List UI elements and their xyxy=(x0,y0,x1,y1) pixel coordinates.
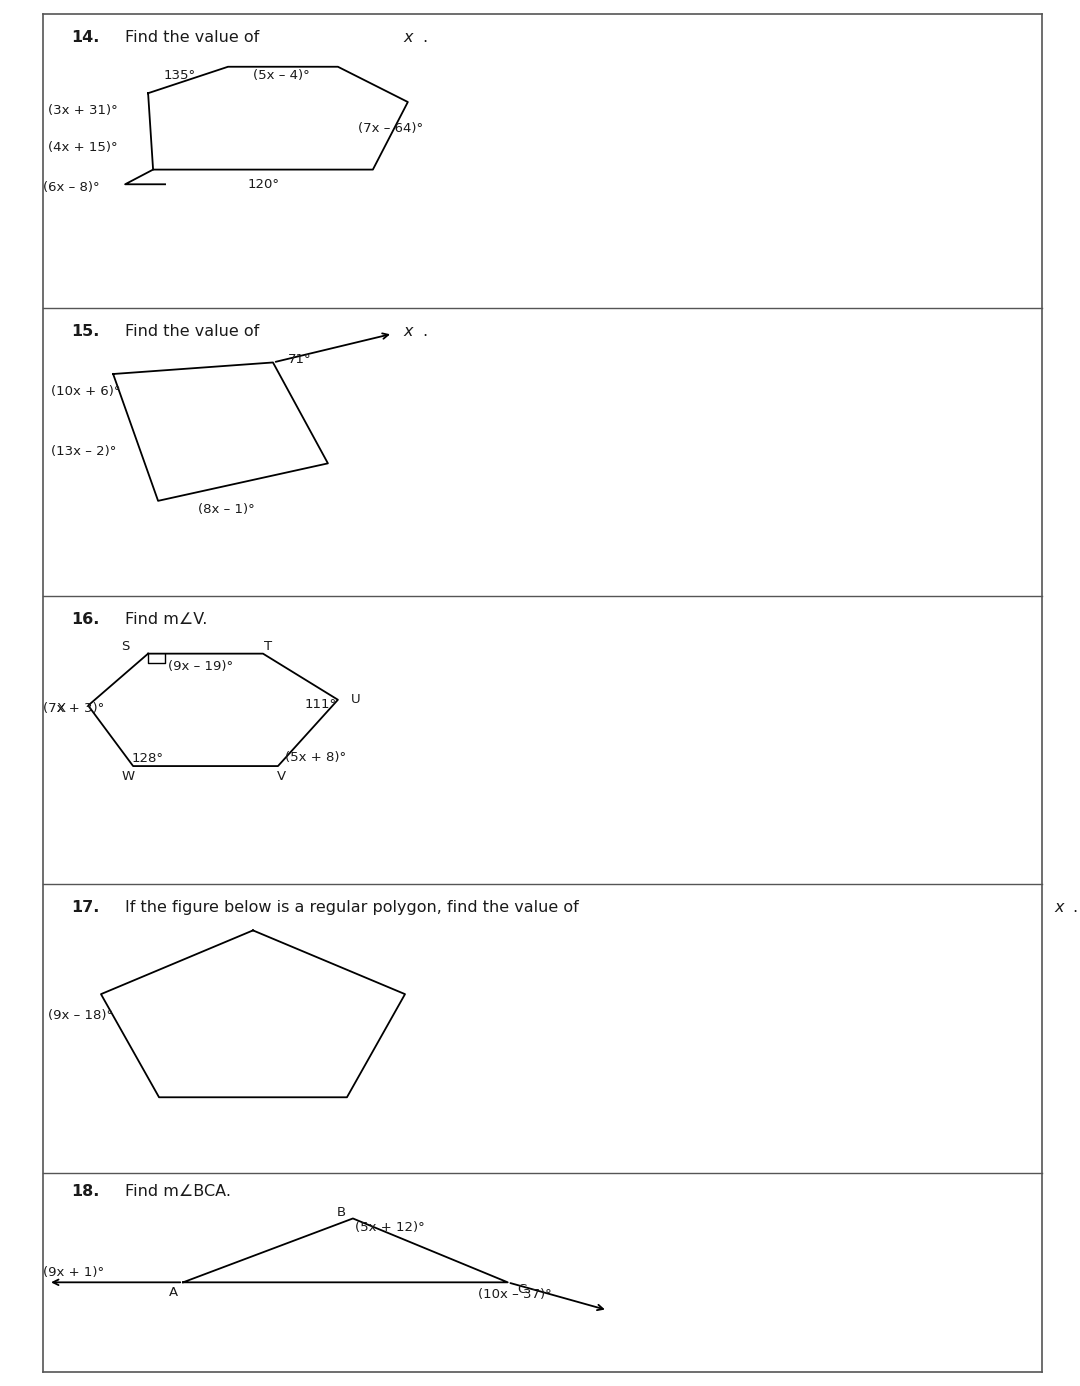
Text: S: S xyxy=(121,640,130,653)
Text: 14.: 14. xyxy=(71,30,99,46)
Text: 111°: 111° xyxy=(305,699,337,711)
Text: .: . xyxy=(422,324,427,338)
Text: (9x – 18)°: (9x – 18)° xyxy=(49,1009,113,1023)
Text: (7x – 64)°: (7x – 64)° xyxy=(357,122,423,134)
Text: (8x – 1)°: (8x – 1)° xyxy=(198,503,255,516)
Text: (10x – 37)°: (10x – 37)° xyxy=(477,1288,552,1301)
Text: (5x + 12)°: (5x + 12)° xyxy=(355,1221,424,1234)
Text: 15.: 15. xyxy=(71,324,99,338)
Text: 71°: 71° xyxy=(288,353,312,366)
Text: Find m∠V.: Find m∠V. xyxy=(125,613,207,626)
Text: (9x – 19)°: (9x – 19)° xyxy=(168,660,233,672)
Text: X: X xyxy=(56,701,66,715)
Text: x: x xyxy=(404,30,414,46)
Text: (7x + 3)°: (7x + 3)° xyxy=(43,701,105,715)
Text: 128°: 128° xyxy=(131,753,163,765)
Text: B: B xyxy=(336,1206,346,1218)
Text: W: W xyxy=(122,771,135,783)
Text: (4x + 15)°: (4x + 15)° xyxy=(49,141,118,154)
Text: Find the value of: Find the value of xyxy=(125,324,265,338)
Text: 18.: 18. xyxy=(71,1184,99,1199)
Text: (6x – 8)°: (6x – 8)° xyxy=(43,180,99,194)
Text: .: . xyxy=(422,30,427,46)
Text: x: x xyxy=(404,324,414,338)
Text: 135°: 135° xyxy=(163,69,195,82)
Text: Find the value of: Find the value of xyxy=(125,30,265,46)
Text: 17.: 17. xyxy=(71,901,99,915)
Text: C: C xyxy=(517,1282,527,1296)
Text: U: U xyxy=(351,693,361,707)
Text: (10x + 6)°: (10x + 6)° xyxy=(51,385,121,398)
Text: x: x xyxy=(1054,901,1064,915)
Text: If the figure below is a regular polygon, find the value of: If the figure below is a regular polygon… xyxy=(125,901,584,915)
Text: A: A xyxy=(168,1286,177,1299)
Text: Find m∠BCA.: Find m∠BCA. xyxy=(125,1184,231,1199)
Text: T: T xyxy=(264,640,272,653)
Text: V: V xyxy=(276,771,285,783)
Text: (3x + 31)°: (3x + 31)° xyxy=(49,104,118,118)
Text: (5x + 8)°: (5x + 8)° xyxy=(285,751,346,764)
Text: (9x + 1)°: (9x + 1)° xyxy=(43,1265,105,1279)
Text: (5x – 4)°: (5x – 4)° xyxy=(253,69,310,82)
Text: 120°: 120° xyxy=(248,177,280,191)
Text: .: . xyxy=(1072,901,1077,915)
Text: 16.: 16. xyxy=(71,613,99,626)
Text: (13x – 2)°: (13x – 2)° xyxy=(51,445,117,459)
